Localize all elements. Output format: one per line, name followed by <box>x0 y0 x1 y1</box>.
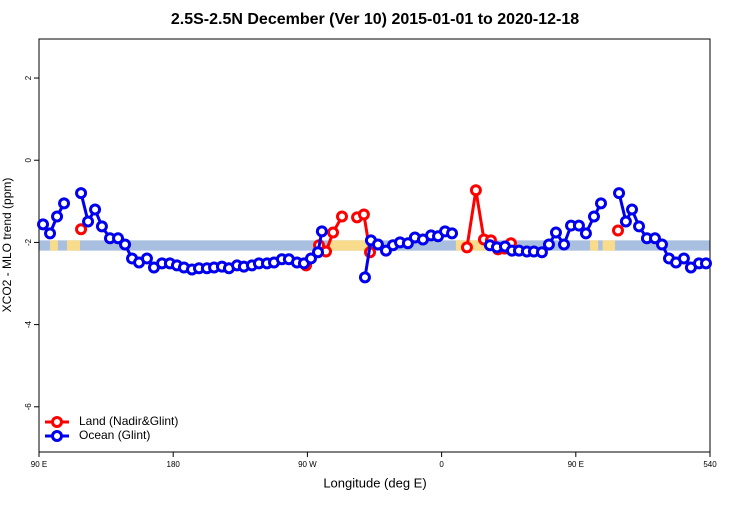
land-range <box>50 240 58 251</box>
y-tick-label: -4 <box>24 321 33 329</box>
data-point <box>611 224 624 237</box>
data-point <box>119 238 132 251</box>
data-point <box>446 227 459 240</box>
data-point <box>315 225 328 238</box>
y-tick-label: -6 <box>24 403 33 411</box>
x-tick-label: 90 W <box>298 460 317 469</box>
data-point <box>357 208 370 221</box>
data-point <box>699 257 712 270</box>
data-point <box>633 220 646 233</box>
legend-marker <box>51 416 63 428</box>
x-tick-label: 90 E <box>31 460 47 469</box>
data-point <box>579 227 592 240</box>
data-point <box>542 238 555 251</box>
data-point <box>140 252 153 265</box>
data-point <box>327 226 340 239</box>
data-point <box>469 184 482 197</box>
data-point <box>95 220 108 233</box>
data-point <box>558 238 571 251</box>
data-point <box>75 223 88 236</box>
data-point <box>311 246 324 259</box>
land-range <box>330 240 374 251</box>
data-point <box>677 252 690 265</box>
x-axis-label: Longitude (deg E) <box>323 475 426 490</box>
y-tick-label: 0 <box>24 157 33 162</box>
data-point <box>626 203 639 216</box>
data-point <box>304 252 317 265</box>
data-point <box>82 215 95 228</box>
data-point <box>44 227 57 240</box>
data-point <box>89 203 102 216</box>
data-point <box>58 197 71 210</box>
land-range <box>589 240 599 251</box>
data-point <box>37 218 50 231</box>
data-point <box>549 226 562 239</box>
data-point <box>587 210 600 223</box>
x-tick-label: 540 <box>703 460 717 469</box>
legend-label: Ocean (Glint) <box>79 428 150 442</box>
data-point <box>358 271 371 284</box>
plot-frame <box>38 38 711 453</box>
x-tick-label: 90 E <box>568 460 584 469</box>
x-tick-label: 0 <box>439 460 444 469</box>
y-axis-label: XCO2 - MLO trend (ppm) <box>0 178 14 313</box>
data-point <box>112 232 125 245</box>
chart-title: 2.5S-2.5N December (Ver 10) 2015-01-01 t… <box>171 11 579 28</box>
y-tick-label: -2 <box>24 238 33 246</box>
data-point <box>75 187 88 200</box>
data-point <box>613 187 626 200</box>
legend-marker <box>51 430 63 442</box>
x-tick-label: 180 <box>167 460 181 469</box>
legend-label: Land (Nadir&Glint) <box>79 414 178 428</box>
y-tick-label: 2 <box>24 75 33 80</box>
data-point <box>535 246 548 259</box>
land-range <box>602 240 616 251</box>
data-point <box>648 232 661 245</box>
data-point <box>619 215 632 228</box>
data-point <box>460 241 473 254</box>
data-point <box>371 238 384 251</box>
data-point <box>335 210 348 223</box>
data-point <box>655 238 668 251</box>
data-point <box>594 197 607 210</box>
land-range <box>67 240 81 251</box>
data-point <box>51 210 64 223</box>
data-point <box>572 219 585 232</box>
